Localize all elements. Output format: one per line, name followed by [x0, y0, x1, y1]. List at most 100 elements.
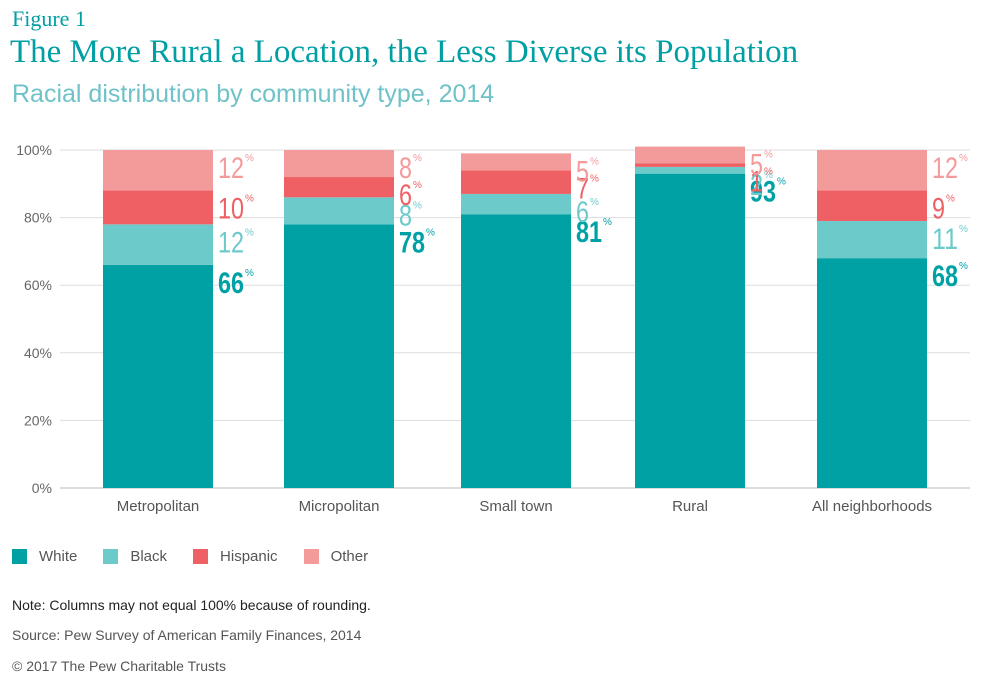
bar-segment-white: [461, 214, 571, 488]
y-tick-label: 100%: [16, 142, 52, 158]
data-label-percent: %: [603, 217, 612, 228]
data-label-percent: %: [946, 194, 955, 205]
x-category-label: Micropolitan: [299, 498, 380, 515]
bar-segment-hispanic: [817, 190, 927, 221]
data-label-percent: %: [764, 167, 773, 178]
bar-segment-other: [103, 150, 213, 191]
data-label-white: 93%: [750, 176, 786, 209]
data-label-value: 68: [932, 260, 958, 293]
bar-segment-other: [284, 150, 394, 178]
legend-swatch-other: [303, 549, 319, 564]
data-label-value: 2: [750, 169, 763, 202]
data-label-value: 12: [218, 226, 244, 259]
data-label-black: 11%: [932, 223, 968, 256]
data-label-value: 12: [218, 152, 244, 185]
data-label-hispanic: 1%: [750, 166, 773, 199]
legend-item-hispanic: Hispanic: [193, 548, 278, 565]
legend: White Black Hispanic Other: [12, 548, 394, 565]
bar-segment-other: [817, 150, 927, 191]
data-label-value: 11: [932, 223, 958, 256]
data-label-value: 6: [399, 179, 412, 212]
legend-item-white: White: [12, 548, 77, 565]
data-label-percent: %: [590, 173, 599, 184]
legend-label-hispanic: Hispanic: [220, 548, 278, 565]
data-label-value: 12: [932, 152, 958, 185]
data-label-percent: %: [959, 261, 968, 272]
y-tick-label: 80%: [24, 210, 52, 226]
copyright: © 2017 The Pew Charitable Trusts: [12, 658, 226, 674]
data-label-value: 66: [218, 267, 244, 300]
chart-subtitle: Racial distribution by community type, 2…: [12, 80, 495, 108]
legend-item-black: Black: [103, 548, 167, 565]
bar-segment-hispanic: [461, 170, 571, 194]
data-label-value: 1: [750, 166, 763, 199]
data-label-white: 81%: [576, 216, 612, 249]
data-label-percent: %: [590, 197, 599, 208]
data-label-percent: %: [413, 153, 422, 164]
bar-segment-white: [103, 264, 213, 488]
x-category-label: Small town: [479, 498, 552, 515]
data-label-value: 78: [399, 226, 425, 259]
data-label-black: 8%: [399, 199, 422, 232]
data-label-value: 8: [399, 152, 412, 185]
figure-label: Figure 1: [12, 6, 86, 31]
data-label-percent: %: [413, 200, 422, 211]
bar-segment-black: [461, 193, 571, 215]
data-label-percent: %: [245, 268, 254, 279]
x-category-label: Metropolitan: [117, 498, 200, 515]
y-tick-label: 40%: [24, 345, 52, 361]
data-label-value: 5: [576, 155, 589, 188]
y-tick-label: 20%: [24, 412, 52, 428]
stacked-bar-chart: 0%20%40%60%80%100%66%12%10%12%Metropolit…: [16, 142, 970, 515]
chart-title: The More Rural a Location, the Less Dive…: [10, 34, 799, 70]
bar-segment-black: [103, 224, 213, 265]
legend-swatch-hispanic: [193, 549, 209, 564]
data-label-percent: %: [959, 153, 968, 164]
bar-segment-other: [635, 146, 745, 164]
data-label-white: 68%: [932, 260, 968, 293]
data-label-hispanic: 9%: [932, 193, 955, 226]
data-label-percent: %: [245, 194, 254, 205]
bar-segment-white: [284, 224, 394, 489]
data-label-value: 6: [576, 196, 589, 229]
data-label-value: 81: [576, 216, 602, 249]
data-label-other: 5%: [576, 155, 599, 188]
bar-segment-hispanic: [284, 177, 394, 198]
data-label-black: 12%: [218, 226, 254, 259]
bar-segment-other: [461, 153, 571, 171]
data-label-other: 5%: [750, 149, 773, 182]
y-tick-label: 60%: [24, 277, 52, 293]
legend-label-black: Black: [130, 548, 168, 565]
legend-swatch-white: [12, 549, 27, 564]
data-label-value: 5: [750, 149, 763, 182]
data-label-hispanic: 7%: [576, 172, 599, 205]
x-category-label: Rural: [672, 498, 708, 515]
data-label-percent: %: [764, 150, 773, 161]
chart-note: Note: Columns may not equal 100% because…: [12, 597, 371, 613]
data-label-hispanic: 10%: [218, 193, 254, 226]
data-label-black: 2%: [750, 169, 773, 202]
bar-segment-white: [635, 173, 745, 488]
legend-label-white: White: [39, 548, 78, 565]
data-label-percent: %: [245, 227, 254, 238]
bar-segment-hispanic: [635, 163, 745, 167]
bar-segment-black: [635, 166, 745, 174]
bar-segment-hispanic: [103, 190, 213, 225]
x-category-label: All neighborhoods: [812, 498, 932, 515]
bar-segment-white: [817, 258, 927, 488]
data-label-percent: %: [590, 156, 599, 167]
chart-source: Source: Pew Survey of American Family Fi…: [12, 627, 362, 643]
data-label-value: 9: [932, 193, 945, 226]
bar-segment-black: [284, 197, 394, 225]
y-tick-label: 0%: [32, 480, 52, 496]
data-label-value: 8: [399, 199, 412, 232]
legend-item-other: Other: [303, 548, 368, 565]
data-label-percent: %: [777, 177, 786, 188]
legend-swatch-black: [103, 549, 119, 564]
data-label-hispanic: 6%: [399, 179, 422, 212]
data-label-white: 78%: [399, 226, 435, 259]
data-label-value: 93: [750, 176, 776, 209]
data-label-other: 12%: [932, 152, 968, 185]
data-label-percent: %: [245, 153, 254, 164]
data-label-other: 8%: [399, 152, 422, 185]
